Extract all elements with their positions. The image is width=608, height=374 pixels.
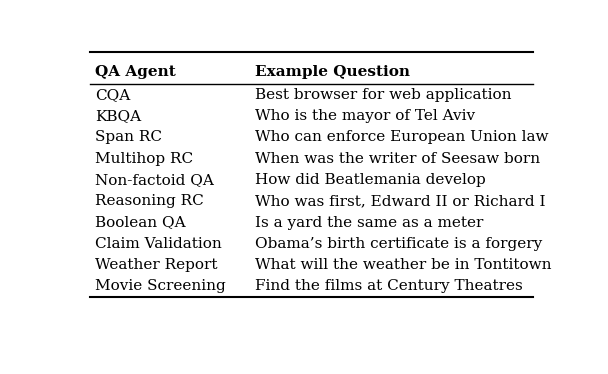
Text: What will the weather be in Tontitown: What will the weather be in Tontitown	[255, 258, 551, 272]
Text: Is a yard the same as a meter: Is a yard the same as a meter	[255, 215, 483, 230]
Text: Who can enforce European Union law: Who can enforce European Union law	[255, 130, 548, 144]
Text: CQA: CQA	[95, 88, 130, 102]
Text: Who was first, Edward II or Richard I: Who was first, Edward II or Richard I	[255, 194, 545, 208]
Text: Claim Validation: Claim Validation	[95, 237, 221, 251]
Text: Reasoning RC: Reasoning RC	[95, 194, 204, 208]
Text: KBQA: KBQA	[95, 109, 141, 123]
Text: QA Agent: QA Agent	[95, 65, 176, 79]
Text: Obama’s birth certificate is a forgery: Obama’s birth certificate is a forgery	[255, 237, 542, 251]
Text: Best browser for web application: Best browser for web application	[255, 88, 511, 102]
Text: Boolean QA: Boolean QA	[95, 215, 185, 230]
Text: Find the films at Century Theatres: Find the films at Century Theatres	[255, 279, 523, 294]
Text: When was the writer of Seesaw born: When was the writer of Seesaw born	[255, 151, 540, 166]
Text: Span RC: Span RC	[95, 130, 162, 144]
Text: Multihop RC: Multihop RC	[95, 151, 193, 166]
Text: Example Question: Example Question	[255, 65, 410, 79]
Text: Movie Screening: Movie Screening	[95, 279, 226, 294]
Text: Non-factoid QA: Non-factoid QA	[95, 173, 214, 187]
Text: Who is the mayor of Tel Aviv: Who is the mayor of Tel Aviv	[255, 109, 475, 123]
Text: How did Beatlemania develop: How did Beatlemania develop	[255, 173, 486, 187]
Text: Weather Report: Weather Report	[95, 258, 217, 272]
